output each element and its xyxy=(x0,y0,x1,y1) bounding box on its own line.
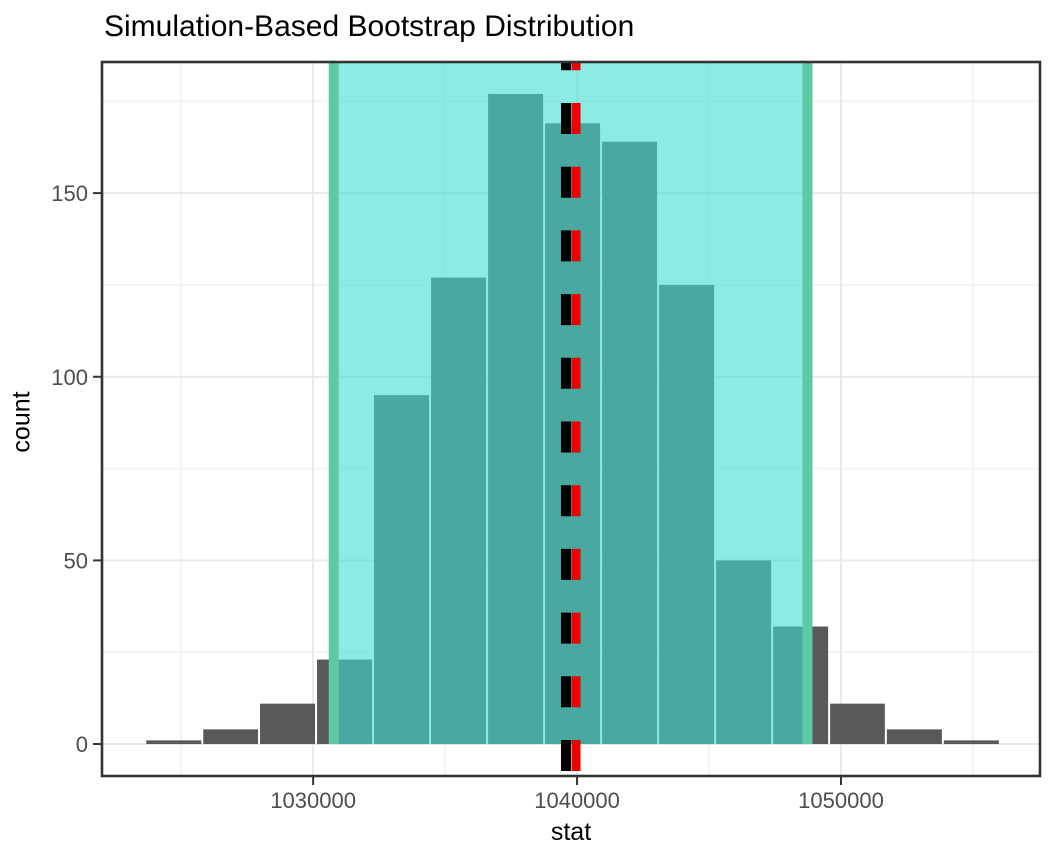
x-axis-title: stat xyxy=(550,818,592,846)
x-tick-label: 1040000 xyxy=(534,788,620,813)
histogram-bar xyxy=(203,729,259,745)
y-tick-label: 50 xyxy=(64,548,88,573)
y-tick-label: 100 xyxy=(51,365,88,390)
y-tick-label: 0 xyxy=(76,732,88,757)
histogram-bar xyxy=(886,729,942,745)
histogram-bar xyxy=(943,740,999,745)
histogram-bar xyxy=(260,703,316,745)
x-tick-label: 1050000 xyxy=(798,788,884,813)
panel-border xyxy=(100,60,1042,778)
histogram-bar xyxy=(830,703,885,745)
y-tick-label: 150 xyxy=(51,181,88,206)
plot-title: Simulation-Based Bootstrap Distribution xyxy=(104,10,635,43)
x-tick-label: 1030000 xyxy=(270,788,356,813)
histogram-bar xyxy=(146,740,202,745)
